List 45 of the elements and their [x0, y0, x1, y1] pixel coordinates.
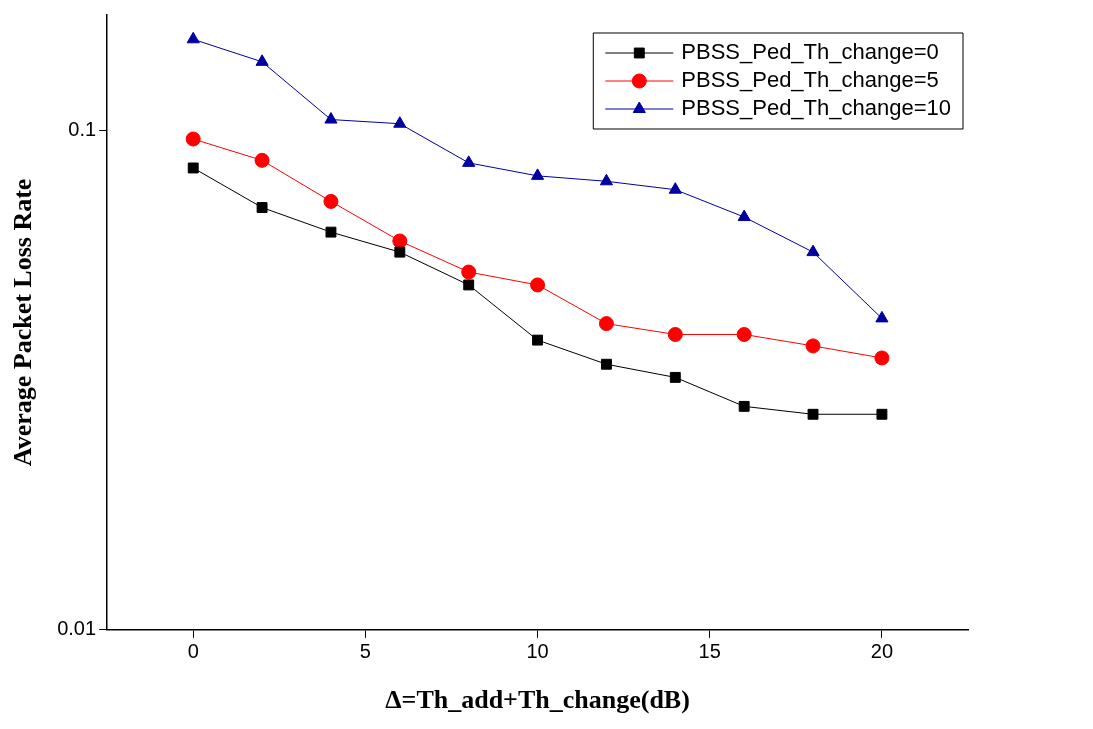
legend-label: PBSS_Ped_Th_change=5 — [681, 67, 939, 93]
point — [531, 168, 545, 180]
y-tick-label: 0.01 — [57, 617, 97, 640]
point — [806, 244, 820, 257]
x-tick-label: 5 — [359, 640, 371, 663]
point — [600, 358, 612, 370]
point — [392, 233, 408, 249]
point — [598, 316, 614, 332]
point — [599, 173, 613, 186]
point — [185, 131, 201, 147]
point — [737, 209, 751, 222]
point — [394, 246, 406, 258]
point — [187, 162, 199, 174]
point — [186, 31, 200, 44]
point — [393, 116, 407, 128]
point — [323, 193, 339, 209]
point — [532, 334, 544, 346]
x-tick-label: 10 — [526, 640, 549, 663]
point — [256, 202, 268, 213]
x-tick-label: 20 — [870, 640, 894, 663]
point — [254, 152, 270, 168]
point — [530, 277, 546, 293]
x-axis-title: Δ=Th_add+Th_change(dB) — [385, 685, 690, 715]
x-tick-label: 15 — [698, 640, 721, 663]
legend-label: PBSS_Ped_Th_change=10 — [681, 95, 951, 121]
point — [805, 338, 821, 354]
x-tick-label: 0 — [187, 640, 199, 663]
point — [461, 264, 477, 280]
y-axis-title: Average Packet Loss Rate — [8, 178, 38, 467]
point — [807, 408, 819, 420]
point — [667, 326, 683, 342]
point — [324, 112, 338, 124]
point — [736, 326, 752, 342]
legend-label: PBSS_Ped_Th_change=0 — [681, 39, 939, 65]
y-tick-label: 0.1 — [68, 117, 97, 140]
point — [669, 371, 681, 383]
point — [876, 408, 888, 420]
point — [255, 54, 269, 66]
point — [462, 155, 476, 167]
point — [463, 279, 475, 291]
point — [668, 182, 682, 194]
point — [874, 350, 890, 366]
point — [875, 310, 889, 323]
point — [738, 400, 750, 412]
point — [325, 226, 337, 238]
